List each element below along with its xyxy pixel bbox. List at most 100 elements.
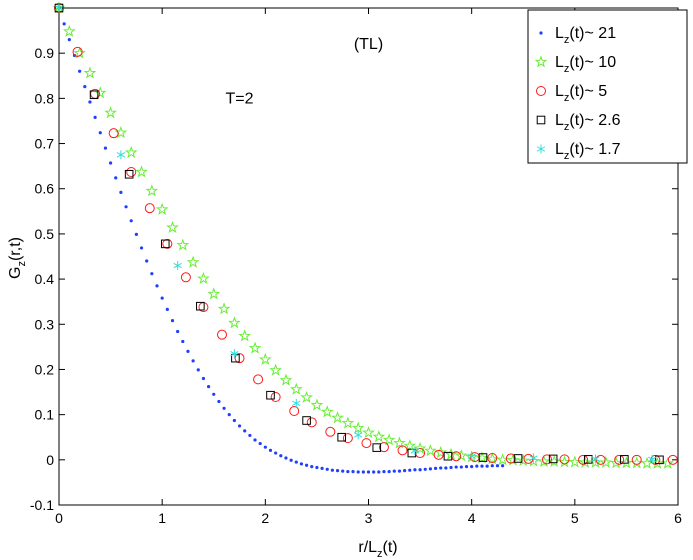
data-point <box>387 469 391 474</box>
x-tick-label: 0 <box>55 510 63 526</box>
data-point <box>501 464 505 468</box>
data-point <box>356 470 360 474</box>
data-point <box>238 329 252 342</box>
data-point <box>166 220 179 234</box>
y-tick-label: -0.1 <box>30 497 54 513</box>
x-tick-label: 4 <box>468 510 476 526</box>
data-point <box>449 465 453 470</box>
data-point <box>108 161 113 165</box>
data-point <box>444 466 448 470</box>
data-point <box>134 232 138 236</box>
data-point <box>609 456 623 469</box>
data-point <box>403 439 417 452</box>
data-point <box>78 69 82 73</box>
y-tick-label: 0.7 <box>35 136 55 152</box>
data-point <box>578 454 589 465</box>
data-point <box>325 467 329 471</box>
x-tick-label: 6 <box>674 510 682 526</box>
data-point <box>454 465 458 469</box>
data-point <box>578 455 592 468</box>
data-point <box>527 454 540 467</box>
data-point <box>108 128 119 139</box>
x-axis-label: r/Lz(t) <box>358 539 397 560</box>
data-point <box>234 353 245 364</box>
data-point <box>228 316 241 329</box>
x-tick-label: 1 <box>158 510 166 526</box>
data-point <box>173 261 182 271</box>
legend-marker-5 <box>536 144 546 154</box>
data-point <box>300 390 313 403</box>
data-point <box>341 469 345 473</box>
data-point <box>191 359 195 363</box>
data-point <box>315 465 319 470</box>
data-point <box>310 464 314 469</box>
data-point <box>397 445 408 456</box>
y-tick-label: 0.5 <box>35 226 55 242</box>
data-point <box>93 115 97 119</box>
data-point <box>655 455 664 465</box>
data-point <box>423 467 427 471</box>
data-point <box>630 456 644 469</box>
legend-entry-2: Lz(t)~ 10 <box>555 54 616 75</box>
data-point <box>206 385 211 389</box>
series-1 <box>57 6 505 474</box>
data-point <box>614 454 625 465</box>
data-point <box>196 368 200 372</box>
data-point <box>667 454 678 465</box>
data-point <box>279 373 293 386</box>
data-point <box>310 398 324 411</box>
legend-entry-5: Lz(t)~ 1.7 <box>555 141 621 162</box>
data-point <box>116 150 126 160</box>
y-tick-label: 0.3 <box>35 316 55 332</box>
data-point <box>513 454 523 463</box>
data-point <box>485 464 489 468</box>
data-point <box>266 390 275 400</box>
data-point <box>599 455 613 468</box>
x-tick-label: 5 <box>571 510 579 526</box>
data-point <box>62 24 76 37</box>
data-point <box>346 469 350 474</box>
data-point <box>516 454 530 467</box>
data-point <box>103 146 108 150</box>
axis-ticks: 0 1 2 3 4 5 6-0.100.10.20.30.40.50.60.70.80.9 <box>30 8 682 526</box>
legend-entry-3: Lz(t)~ 5 <box>555 83 607 104</box>
data-point <box>160 296 164 300</box>
data-point <box>495 464 500 468</box>
data-point <box>620 456 633 469</box>
data-point <box>433 449 444 460</box>
data-point <box>475 464 479 468</box>
y-axis-label: Gz(r,t) <box>7 237 28 279</box>
data-point <box>342 433 353 444</box>
y-tick-label: 0.4 <box>35 271 55 287</box>
data-point <box>393 436 406 449</box>
data-point <box>248 341 262 354</box>
data-point <box>217 329 228 340</box>
data-point <box>351 421 365 434</box>
data-point <box>269 363 283 376</box>
data-point <box>83 66 97 79</box>
data-point <box>144 203 155 214</box>
data-point <box>325 426 336 437</box>
data-point <box>237 424 242 428</box>
data-point <box>537 454 551 468</box>
y-tick-label: 0.2 <box>35 361 55 377</box>
data-point <box>320 466 324 471</box>
data-point <box>361 470 365 474</box>
data-point <box>382 433 396 446</box>
data-point <box>217 302 231 315</box>
data-point <box>289 382 303 395</box>
data-point <box>176 329 180 334</box>
legend-box <box>527 9 688 164</box>
data-point <box>591 454 600 464</box>
data-point <box>124 169 134 179</box>
data-point <box>89 90 99 100</box>
annotation-tl: (TL) <box>354 36 383 53</box>
data-point <box>548 454 558 464</box>
legend-marker-1 <box>539 31 543 35</box>
data-point <box>181 339 185 344</box>
data-point <box>165 307 169 311</box>
data-point <box>351 469 355 474</box>
data-point <box>279 454 283 458</box>
data-point <box>230 349 239 359</box>
data-point <box>478 453 488 462</box>
